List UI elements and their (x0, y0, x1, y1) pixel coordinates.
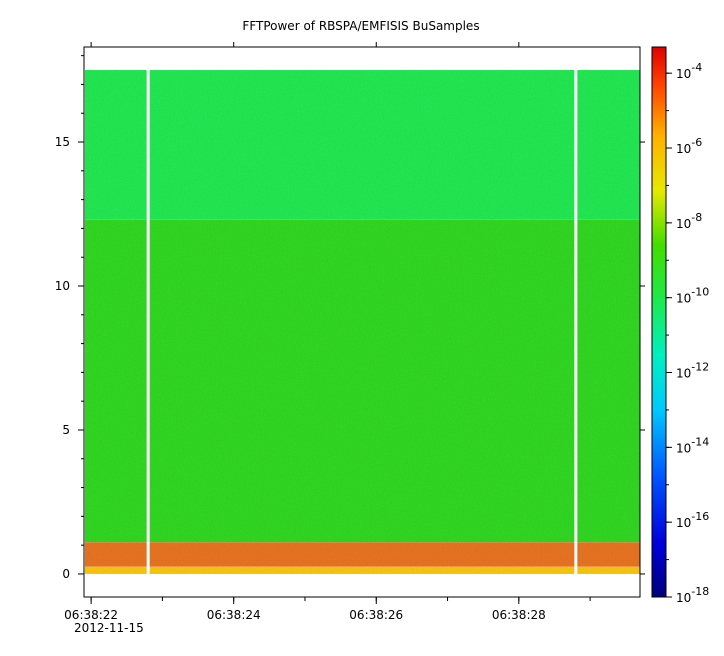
y-axis: 0 5 10 15 (55, 55, 645, 581)
colorbar-label--10: 10-10 (676, 286, 709, 306)
colorbar-label--18: 10-18 (676, 585, 709, 605)
x-axis-date-label: 2012-11-15 (74, 621, 144, 635)
frequency-band-2 (85, 542, 640, 567)
colorbar-gradient (651, 46, 667, 598)
x-axis: 06:38:22 06:38:24 06:38:26 06:38:28 (64, 42, 591, 622)
colorbar-label--14: 10-14 (676, 435, 709, 455)
frequency-band-0 (85, 70, 640, 220)
y-tick-label-0: 0 (62, 567, 70, 581)
spectrogram-plot-area (85, 70, 640, 574)
x-tick-label-3: 06:38:28 (492, 608, 546, 622)
x-tick-label-2: 06:38:26 (349, 608, 403, 622)
colorbar-label--8: 10-8 (676, 211, 702, 231)
colorbar-label--16: 10-16 (676, 510, 709, 530)
x-tick-label-0: 06:38:22 (64, 608, 118, 622)
chart-title: FFTPower of RBSPA/EMFISIS BuSamples (242, 19, 479, 33)
y-tick-label-15: 15 (55, 135, 70, 149)
data-gap-0 (146, 70, 150, 574)
colorbar-label--12: 10-12 (676, 361, 709, 381)
colorbar-label--6: 10-6 (676, 136, 702, 156)
y-tick-label-5: 5 (62, 423, 70, 437)
data-gap-1 (574, 70, 578, 574)
plot-frame (83, 46, 641, 598)
colorbar: 10-4 10-6 10-8 10-10 10-12 10-14 10-16 10-18 (651, 46, 709, 605)
colorbar-label--4: 10-4 (676, 61, 702, 81)
frequency-band-1 (85, 219, 640, 543)
y-tick-label-10: 10 (55, 279, 70, 293)
x-tick-label-1: 06:38:24 (207, 608, 261, 622)
frequency-band-3 (85, 566, 640, 574)
